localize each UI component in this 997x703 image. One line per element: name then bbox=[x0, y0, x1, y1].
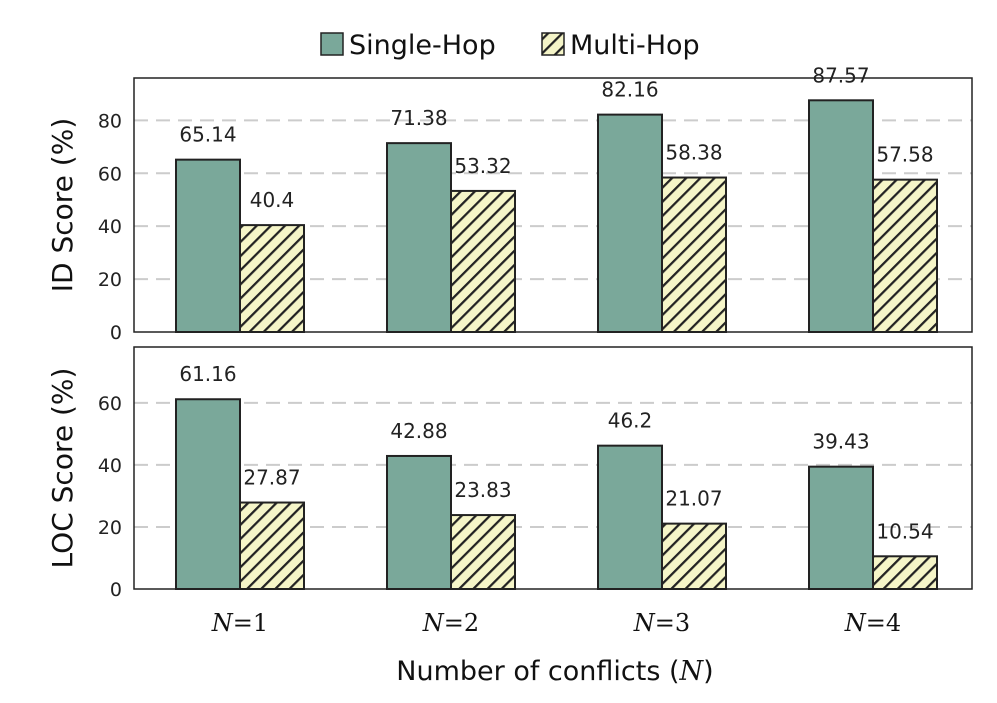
x-category-labels: N=1 N=2 N=3 N=4 bbox=[211, 609, 901, 637]
id-score-value-label-multi-hop: 57.58 bbox=[876, 143, 933, 167]
loc-score-value-label-multi-hop: 27.87 bbox=[243, 466, 300, 490]
loc-score-bar-single-hop bbox=[808, 465, 874, 590]
loc-score-y-tick-label: 40 bbox=[98, 455, 122, 477]
loc-score-y-tick-label: 20 bbox=[98, 517, 122, 539]
loc-score-value-label-single-hop: 42.88 bbox=[390, 419, 447, 443]
loc-score-y-tick-label: 60 bbox=[98, 393, 122, 415]
id-score-bar-single-hop bbox=[386, 142, 452, 333]
id-score-bar-multi-hop bbox=[239, 224, 305, 334]
loc-score-y-axis-title: LOC Score (%) bbox=[46, 368, 79, 569]
id-score-value-label-single-hop: 71.38 bbox=[390, 106, 447, 130]
loc-score-value-label-multi-hop: 10.54 bbox=[876, 519, 933, 543]
loc-score-bar-multi-hop bbox=[661, 522, 727, 590]
loc-score-y-ticks: 0 20 40 60 bbox=[98, 393, 122, 601]
id-score-value-label-single-hop: 65.14 bbox=[179, 123, 236, 147]
loc-score-value-labels: 61.16 42.88 46.2 39.43 27.87 23.83 21.07 10.54 bbox=[179, 362, 933, 543]
loc-score-y-tick-label: 0 bbox=[110, 579, 122, 601]
id-score-value-labels: 65.14 71.38 82.16 87.57 40.4 53.32 58.38 57.58 bbox=[179, 63, 933, 212]
loc-score-value-label-single-hop: 39.43 bbox=[812, 430, 869, 454]
id-score-frame bbox=[133, 77, 973, 333]
x-category-label: N=1 bbox=[211, 609, 268, 637]
id-score-value-label-single-hop: 82.16 bbox=[601, 78, 658, 102]
id-score-bar-multi-hop bbox=[450, 189, 516, 333]
loc-score-bar-multi-hop bbox=[450, 514, 516, 591]
id-score-y-tick-label: 60 bbox=[98, 163, 122, 185]
id-score-y-tick-label: 20 bbox=[98, 269, 122, 291]
id-score-y-tick-label: 80 bbox=[98, 110, 122, 132]
id-score-value-label-multi-hop: 53.32 bbox=[454, 154, 511, 178]
x-category-label: N=4 bbox=[844, 609, 901, 637]
id-score-panel: 0 20 40 60 80 65.14 71.38 82.16 87.57 40.4 53.32 5… bbox=[46, 63, 973, 344]
legend-label-single-hop: Single-Hop bbox=[349, 30, 496, 61]
id-score-value-label-single-hop: 87.57 bbox=[812, 63, 869, 87]
id-score-bar-multi-hop bbox=[661, 176, 727, 333]
loc-score-value-label-multi-hop: 23.83 bbox=[454, 478, 511, 502]
loc-score-bar-single-hop bbox=[597, 444, 663, 590]
x-category-label: N=2 bbox=[422, 609, 479, 637]
x-axis-title: Number of conflicts (N) bbox=[396, 656, 713, 687]
loc-score-bar-single-hop bbox=[175, 398, 241, 591]
loc-score-value-label-single-hop: 61.16 bbox=[179, 362, 236, 386]
legend-item-multi-hop: Multi-Hop bbox=[541, 30, 700, 61]
id-score-bars bbox=[175, 99, 938, 334]
loc-score-bar-multi-hop bbox=[872, 555, 938, 590]
loc-score-bars bbox=[175, 398, 938, 591]
x-category-label: N=3 bbox=[633, 609, 690, 637]
loc-score-bar-multi-hop bbox=[239, 501, 305, 590]
loc-score-frame bbox=[133, 346, 973, 590]
id-score-y-tick-label: 40 bbox=[98, 216, 122, 238]
loc-score-value-label-multi-hop: 21.07 bbox=[665, 487, 722, 511]
id-score-y-axis-title: ID Score (%) bbox=[46, 118, 79, 293]
id-score-y-ticks: 0 20 40 60 80 bbox=[98, 110, 122, 344]
id-score-value-label-multi-hop: 40.4 bbox=[250, 188, 295, 212]
loc-score-value-label-single-hop: 46.2 bbox=[608, 409, 653, 433]
legend-swatch-multi-hop bbox=[541, 32, 565, 56]
id-score-bar-single-hop bbox=[175, 158, 241, 333]
id-score-bar-multi-hop bbox=[872, 178, 938, 333]
id-score-bar-single-hop bbox=[808, 99, 874, 333]
id-score-bar-single-hop bbox=[597, 113, 663, 333]
id-score-value-label-multi-hop: 58.38 bbox=[665, 141, 722, 165]
loc-score-bar-single-hop bbox=[386, 454, 452, 590]
id-score-y-tick-label: 0 bbox=[110, 322, 122, 344]
legend-label-multi-hop: Multi-Hop bbox=[570, 30, 700, 61]
loc-score-panel: 0 20 40 60 61.16 42.88 46.2 39.43 27.87 23.83 21.… bbox=[46, 346, 973, 601]
legend-swatch-single-hop bbox=[320, 32, 344, 56]
legend-item-single-hop: Single-Hop bbox=[320, 30, 496, 61]
legend: Single-Hop Multi-Hop bbox=[320, 30, 700, 61]
